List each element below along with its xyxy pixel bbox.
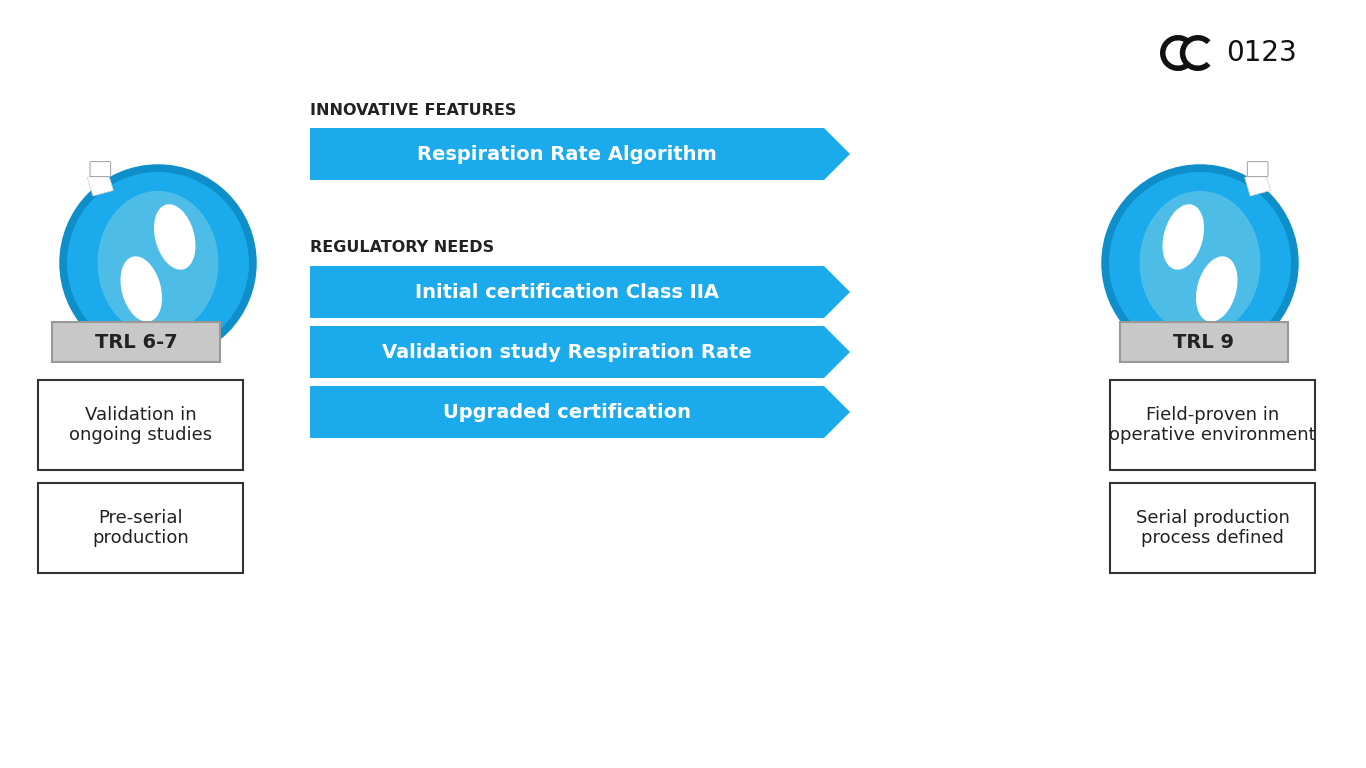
Wedge shape bbox=[1180, 35, 1210, 71]
Polygon shape bbox=[310, 326, 850, 378]
Ellipse shape bbox=[97, 191, 219, 335]
Circle shape bbox=[1105, 168, 1295, 358]
Text: Pre-serial
production: Pre-serial production bbox=[92, 508, 189, 548]
FancyBboxPatch shape bbox=[1120, 322, 1288, 362]
FancyBboxPatch shape bbox=[1247, 161, 1268, 177]
Polygon shape bbox=[310, 386, 850, 438]
Wedge shape bbox=[1160, 35, 1191, 71]
Text: TRL 9: TRL 9 bbox=[1173, 333, 1235, 352]
Text: Field-proven in
operative environment: Field-proven in operative environment bbox=[1109, 406, 1315, 445]
Ellipse shape bbox=[154, 204, 195, 270]
FancyBboxPatch shape bbox=[52, 322, 220, 362]
Text: 0123: 0123 bbox=[1225, 39, 1296, 67]
Polygon shape bbox=[87, 172, 113, 196]
Polygon shape bbox=[310, 128, 850, 180]
Text: REGULATORY NEEDS: REGULATORY NEEDS bbox=[310, 240, 494, 255]
FancyBboxPatch shape bbox=[38, 380, 243, 470]
Text: Validation study Respiration Rate: Validation study Respiration Rate bbox=[382, 343, 751, 362]
Ellipse shape bbox=[1162, 204, 1203, 270]
Circle shape bbox=[63, 168, 253, 358]
Text: Initial certification Class IIA: Initial certification Class IIA bbox=[415, 283, 719, 302]
FancyBboxPatch shape bbox=[1111, 380, 1315, 470]
FancyBboxPatch shape bbox=[90, 161, 111, 177]
Text: Respiration Rate Algorithm: Respiration Rate Algorithm bbox=[417, 144, 717, 164]
Text: Serial production
process defined: Serial production process defined bbox=[1135, 508, 1290, 548]
FancyBboxPatch shape bbox=[38, 483, 243, 573]
FancyBboxPatch shape bbox=[1111, 483, 1315, 573]
Ellipse shape bbox=[120, 257, 163, 322]
Text: Upgraded certification: Upgraded certification bbox=[443, 402, 691, 422]
Text: Validation in
ongoing studies: Validation in ongoing studies bbox=[68, 406, 212, 445]
Ellipse shape bbox=[1197, 257, 1238, 322]
Ellipse shape bbox=[1139, 191, 1261, 335]
Text: INNOVATIVE FEATURES: INNOVATIVE FEATURES bbox=[310, 103, 516, 118]
Polygon shape bbox=[1244, 172, 1270, 196]
Text: TRL 6-7: TRL 6-7 bbox=[94, 333, 178, 352]
Polygon shape bbox=[310, 266, 850, 318]
